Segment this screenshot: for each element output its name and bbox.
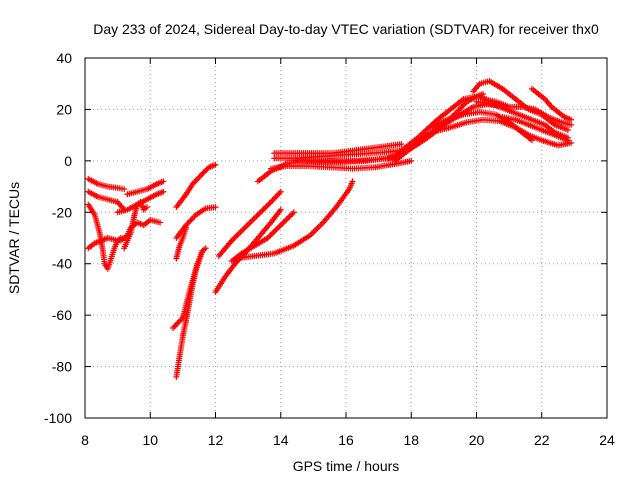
series-track-27 xyxy=(427,109,535,144)
x-tick-labels: 8 10 12 14 16 18 20 22 24 xyxy=(81,432,615,448)
data-point-marker xyxy=(160,188,167,195)
data-point-marker xyxy=(290,209,297,216)
x-tick-label: 24 xyxy=(599,432,615,448)
series-track-25 xyxy=(395,91,487,157)
x-tick-label: 10 xyxy=(142,432,158,448)
series-track-16 xyxy=(228,209,297,265)
x-tick-label: 14 xyxy=(273,432,289,448)
chart-title: Day 233 of 2024, Sidereal Day-to-day VTE… xyxy=(93,21,599,37)
y-tick-label: -40 xyxy=(52,256,72,272)
x-tick-label: 16 xyxy=(338,432,354,448)
series-track-1 xyxy=(85,175,128,193)
data-point-marker xyxy=(480,91,487,97)
data-point-marker xyxy=(408,157,415,164)
series-track-13 xyxy=(173,161,219,211)
x-tick-label: 22 xyxy=(534,432,550,448)
series-track-12 xyxy=(173,224,190,262)
data-point-marker xyxy=(568,121,575,128)
y-tick-label: -80 xyxy=(52,359,72,375)
data-point-marker xyxy=(212,204,219,211)
y-tick-label: 0 xyxy=(64,153,72,169)
series-track-22 xyxy=(294,152,405,166)
x-tick-label: 20 xyxy=(469,432,485,448)
data-point-marker xyxy=(143,204,150,211)
data-marks xyxy=(85,78,575,380)
y-tick-label: -20 xyxy=(52,204,72,220)
series-track-26 xyxy=(408,116,575,149)
y-tick-label: -60 xyxy=(52,307,72,323)
data-point-marker xyxy=(183,224,190,231)
data-point-marker xyxy=(564,127,571,133)
data-point-marker xyxy=(212,161,219,168)
series-track-8 xyxy=(114,188,167,216)
series-track-17 xyxy=(232,178,356,262)
data-point-marker xyxy=(160,178,167,185)
data-point-marker xyxy=(349,178,356,185)
data-point-marker xyxy=(398,141,405,148)
data-point-marker xyxy=(202,245,209,252)
series-track-4 xyxy=(85,235,128,252)
x-tick-label: 18 xyxy=(403,432,419,448)
data-point-marker xyxy=(277,188,284,195)
y-axis-label: SDTVAR / TECUs xyxy=(6,182,22,294)
data-point-marker xyxy=(564,137,571,144)
y-tick-labels: -100 -80 -60 -40 -20 0 20 40 xyxy=(44,50,72,426)
data-point-marker xyxy=(199,247,206,254)
data-point-marker xyxy=(277,206,284,213)
series-track-9 xyxy=(173,204,219,241)
data-point-marker xyxy=(121,186,128,193)
x-axis-label: GPS time / hours xyxy=(293,458,400,474)
data-point-marker xyxy=(157,219,164,226)
series-track-3 xyxy=(85,201,124,272)
axis-ticks xyxy=(84,57,608,419)
data-point-marker xyxy=(568,139,575,146)
y-tick-label: -100 xyxy=(44,410,72,426)
series-track-11 xyxy=(173,247,206,380)
y-tick-label: 40 xyxy=(56,50,72,66)
x-tick-label: 12 xyxy=(208,432,224,448)
series-track-29 xyxy=(480,96,575,128)
series-track-7 xyxy=(124,178,167,198)
data-point-marker xyxy=(568,116,575,123)
data-point-marker xyxy=(528,137,535,144)
series-track-15 xyxy=(215,188,284,259)
series-track-31 xyxy=(528,85,575,123)
series-track-32 xyxy=(499,114,571,144)
y-tick-label: 20 xyxy=(56,101,72,117)
series-track-21 xyxy=(271,147,405,162)
x-tick-label: 8 xyxy=(81,432,89,448)
